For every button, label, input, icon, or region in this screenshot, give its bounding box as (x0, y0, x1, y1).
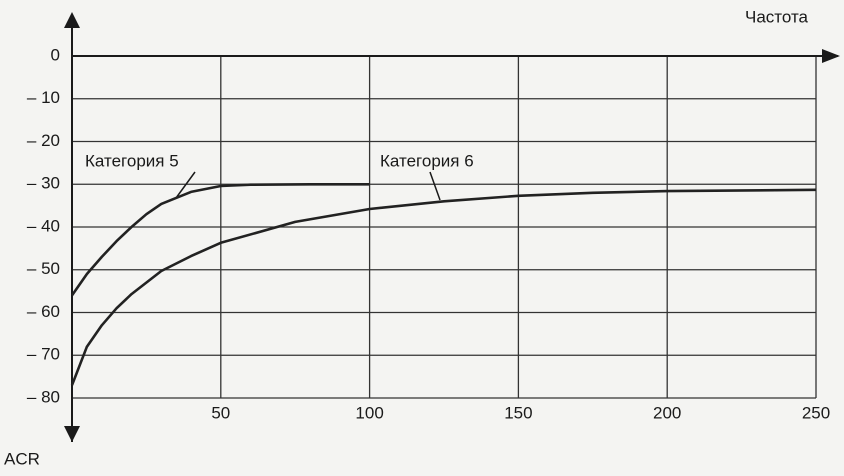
series-line (70, 188, 817, 386)
y-tick-label: – 20 (27, 131, 60, 150)
x-axis-arrow (822, 49, 840, 63)
y-tick-label: – 10 (27, 88, 60, 107)
y-tick-label: – 50 (27, 259, 60, 278)
y-axis-arrow-bottom (64, 426, 80, 442)
y-axis-arrow-top (64, 12, 80, 28)
leader-line (429, 171, 441, 201)
y-tick-label: – 60 (27, 302, 60, 321)
series-label: Категория 6 (380, 151, 474, 170)
leader-line (175, 171, 196, 199)
y-tick-label: 0 (51, 45, 60, 64)
series-line (70, 183, 370, 297)
x-tick-label: 200 (653, 403, 681, 422)
y-tick-label: – 40 (27, 216, 60, 235)
y-tick-label: – 80 (27, 387, 60, 406)
series-label: Категория 5 (85, 151, 179, 170)
x-tick-label: 150 (504, 403, 532, 422)
y-axis-label: ACR (4, 449, 40, 468)
y-tick-label: – 30 (27, 174, 60, 193)
y-tick-label: – 70 (27, 345, 60, 364)
x-tick-label: 100 (355, 403, 383, 422)
x-tick-label: 50 (211, 403, 230, 422)
x-axis-label: Частота (745, 7, 809, 26)
x-tick-label: 250 (802, 403, 830, 422)
